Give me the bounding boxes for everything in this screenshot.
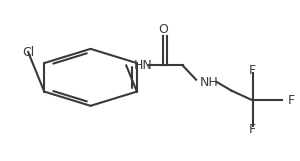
Text: F: F <box>288 94 295 107</box>
Text: F: F <box>249 123 256 136</box>
Text: Cl: Cl <box>22 46 34 58</box>
Text: F: F <box>249 64 256 77</box>
Text: O: O <box>158 23 168 36</box>
Text: NH: NH <box>200 76 219 89</box>
Text: HN: HN <box>134 59 152 72</box>
